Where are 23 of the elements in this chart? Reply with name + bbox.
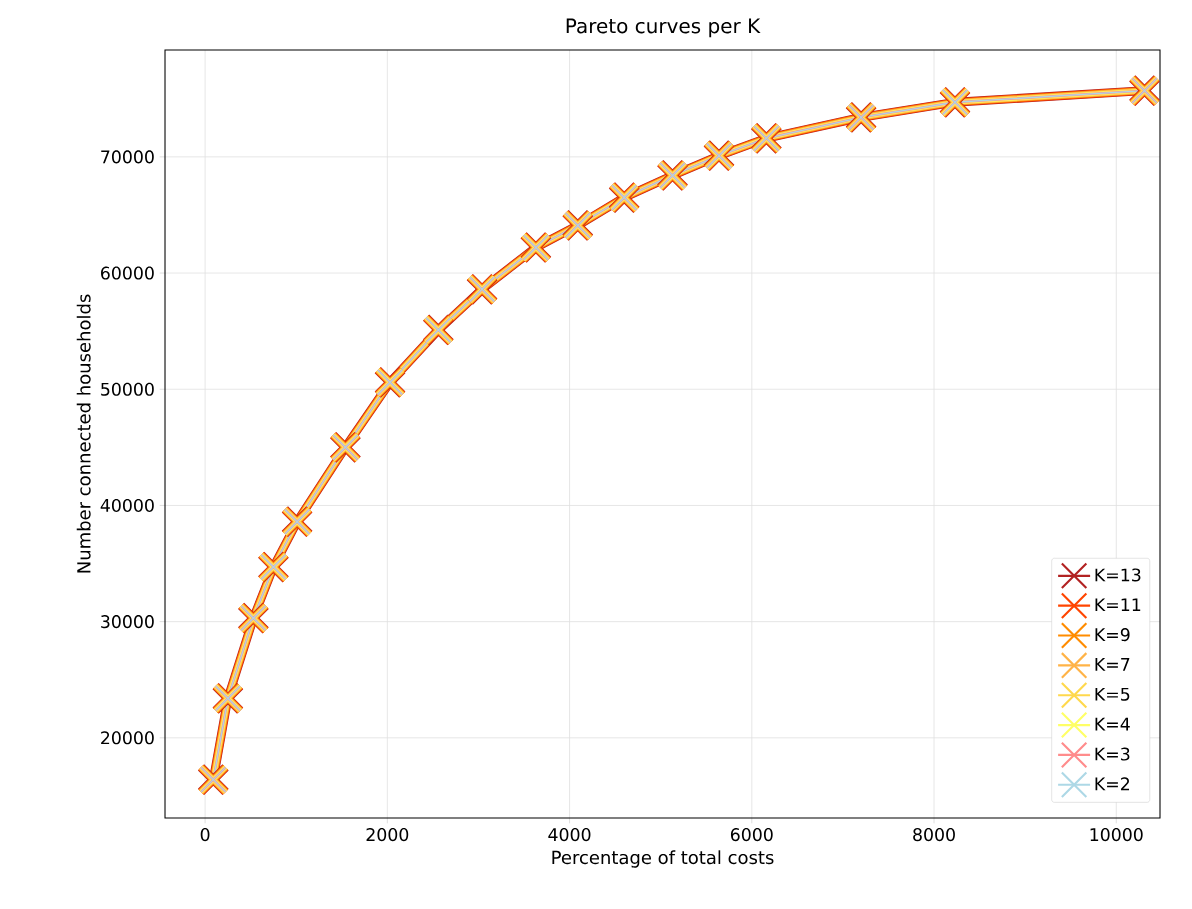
- legend-label: K=7: [1095, 658, 1130, 671]
- x-tick-label: 0: [200, 828, 210, 842]
- x-axis-title: Percentage of total costs: [552, 850, 774, 868]
- legend-label: K=11: [1095, 598, 1141, 612]
- x-tick-label: 10000: [1090, 828, 1143, 842]
- y-axis-title: Number connected households: [76, 294, 91, 573]
- legend-label: K=9: [1095, 628, 1130, 642]
- legend-label: K=5: [1095, 687, 1130, 701]
- x-tick-label: 8000: [913, 828, 955, 842]
- y-tick-label: 30000: [101, 615, 154, 629]
- legend-label: K=4: [1095, 717, 1130, 731]
- y-tick-label: 60000: [101, 266, 154, 280]
- y-tick-label: 20000: [101, 731, 154, 745]
- y-tick-label: 40000: [100, 498, 154, 512]
- y-tick-label: 50000: [101, 382, 154, 396]
- legend-label: K=3: [1095, 747, 1130, 761]
- legend-label: K=2: [1095, 777, 1130, 791]
- x-tick-label: 4000: [548, 828, 591, 842]
- chart-title: Pareto curves per K: [566, 18, 761, 38]
- y-tick-label: 70000: [101, 150, 154, 164]
- x-tick-label: 2000: [366, 828, 409, 842]
- legend-label: K=13: [1095, 568, 1141, 582]
- x-tick-label: 6000: [730, 828, 773, 842]
